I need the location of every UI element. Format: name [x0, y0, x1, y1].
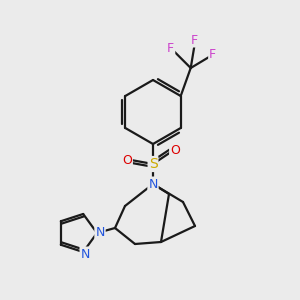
- Text: N: N: [95, 226, 105, 238]
- Text: F: F: [209, 47, 216, 61]
- Text: O: O: [170, 145, 180, 158]
- Text: F: F: [191, 34, 198, 46]
- Text: N: N: [148, 178, 158, 190]
- Text: N: N: [80, 248, 90, 260]
- Text: F: F: [167, 41, 174, 55]
- Text: S: S: [148, 157, 158, 171]
- Text: O: O: [122, 154, 132, 166]
